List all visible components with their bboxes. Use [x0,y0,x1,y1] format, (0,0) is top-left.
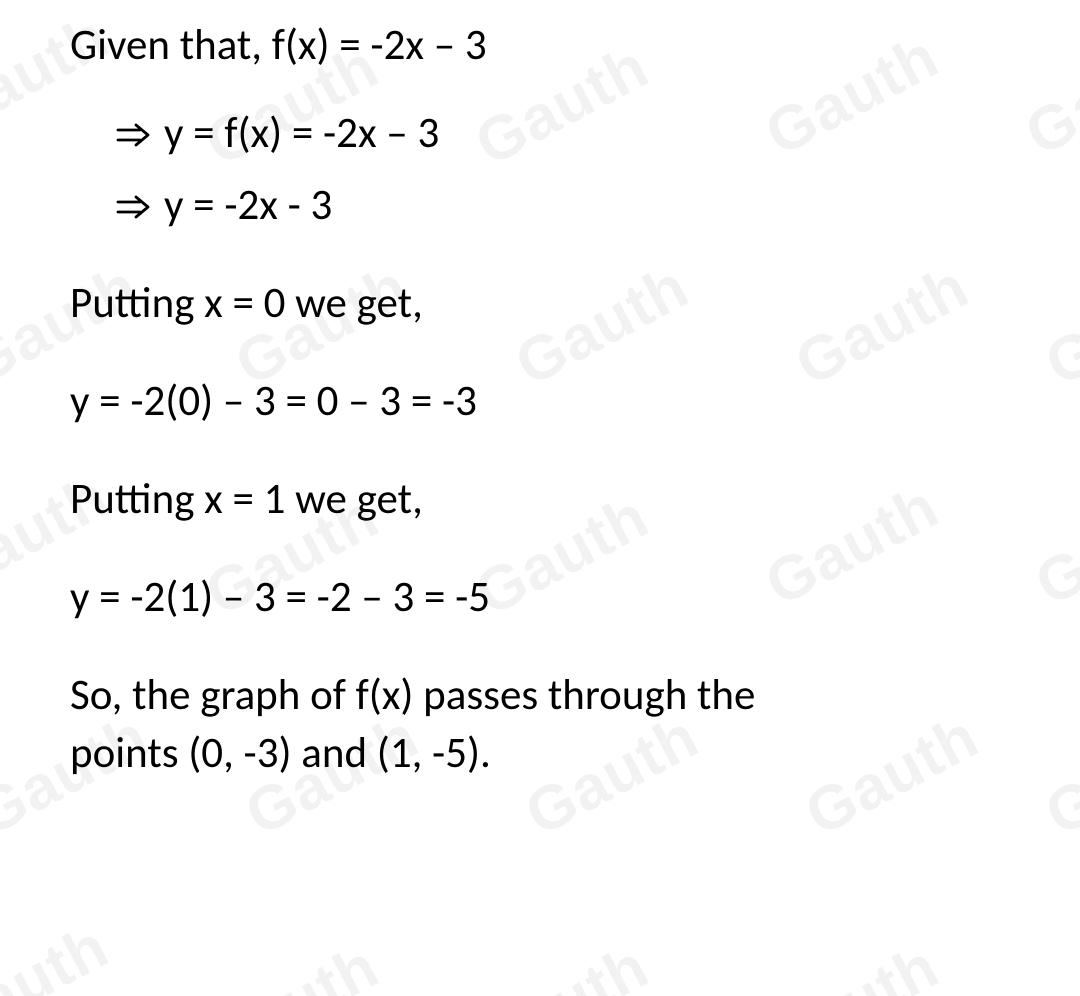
watermark-text: Gauth [194,931,390,996]
line-eval-x0: y = -2(0) – 3 = 0 – 3 = -3 [70,372,1010,430]
watermark-text: Gauth [1034,931,1080,996]
line-put-x1: Putting x = 1 we get, [70,470,1010,528]
line-conclusion: So, the graph of f(x) passes through the… [70,666,1010,782]
line-imply-2: y = -2x - 3 [116,176,1010,234]
watermark-text: Gauth [0,911,120,996]
implies-arrow-icon [116,123,150,147]
line-imply-2-text: y = -2x - 3 [164,178,332,231]
line-put-x0: Putting x = 0 we get, [70,274,1010,332]
watermark-text: Gauth [754,931,950,996]
line-imply-1: y = f(x) = -2x – 3 [116,104,1010,162]
conclusion-line-2: points (0, -3) and (1, -5). [70,726,491,779]
conclusion-line-1: So, the graph of f(x) passes through the [70,668,755,721]
line-eval-x1: y = -2(1) – 3 = -2 – 3 = -5 [70,568,1010,626]
line-imply-1-text: y = f(x) = -2x – 3 [164,106,439,159]
watermark-text: Gauth [464,931,660,996]
implies-arrow-icon [116,195,150,219]
line-given: Given that, f(x) = -2x – 3 [70,16,1010,74]
